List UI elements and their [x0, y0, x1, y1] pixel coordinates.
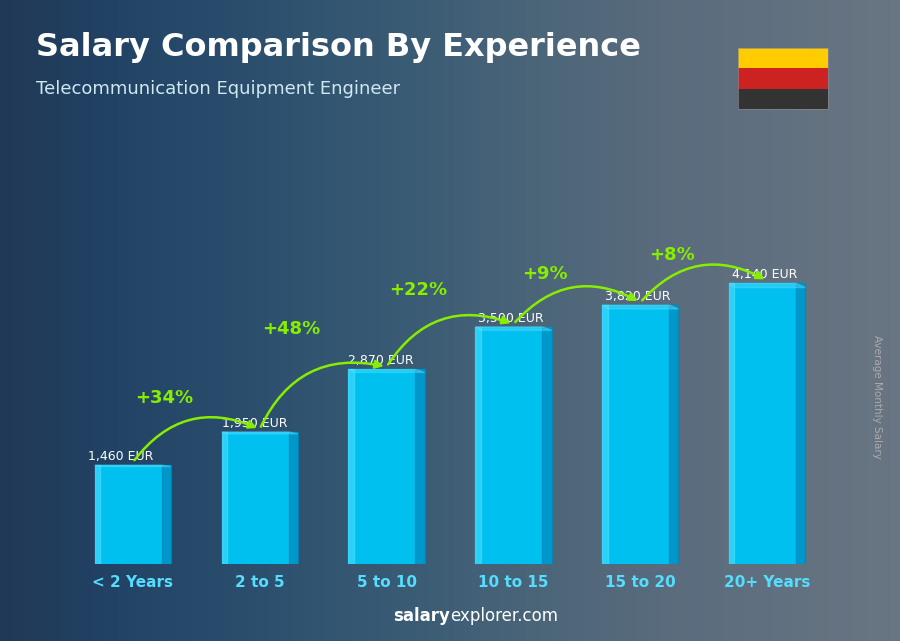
Bar [729, 283, 806, 564]
Text: Telecommunication Equipment Engineer: Telecommunication Equipment Engineer [36, 80, 400, 98]
Polygon shape [348, 369, 425, 372]
Bar [348, 369, 354, 564]
Polygon shape [475, 327, 552, 330]
Text: 1,460 EUR: 1,460 EUR [88, 450, 154, 463]
Bar [475, 327, 481, 564]
Bar [729, 283, 734, 564]
Bar [94, 465, 171, 564]
Text: 3,500 EUR: 3,500 EUR [478, 312, 544, 325]
Bar [94, 465, 100, 564]
Polygon shape [94, 465, 171, 467]
Bar [221, 432, 298, 564]
Text: +48%: +48% [262, 320, 320, 338]
Bar [602, 305, 679, 564]
Text: +22%: +22% [389, 281, 447, 299]
Bar [289, 432, 298, 564]
Bar [475, 327, 552, 564]
Bar [348, 369, 425, 564]
Text: 2,870 EUR: 2,870 EUR [348, 354, 414, 367]
Text: salary: salary [393, 607, 450, 625]
Text: explorer.com: explorer.com [450, 607, 558, 625]
Polygon shape [602, 305, 679, 309]
Text: 3,820 EUR: 3,820 EUR [605, 290, 670, 303]
Text: +9%: +9% [522, 265, 568, 283]
Text: +34%: +34% [135, 390, 194, 408]
Text: +8%: +8% [649, 246, 695, 263]
Bar [670, 305, 679, 564]
Bar [416, 369, 425, 564]
Bar [543, 327, 552, 564]
Bar [796, 283, 806, 564]
Bar [221, 432, 227, 564]
Text: 1,950 EUR: 1,950 EUR [221, 417, 287, 430]
Polygon shape [729, 283, 806, 288]
Text: Average Monthly Salary: Average Monthly Salary [872, 335, 883, 460]
Text: 4,140 EUR: 4,140 EUR [732, 269, 797, 281]
Text: Salary Comparison By Experience: Salary Comparison By Experience [36, 32, 641, 63]
Polygon shape [221, 432, 298, 434]
Bar [602, 305, 608, 564]
Bar [162, 465, 171, 564]
